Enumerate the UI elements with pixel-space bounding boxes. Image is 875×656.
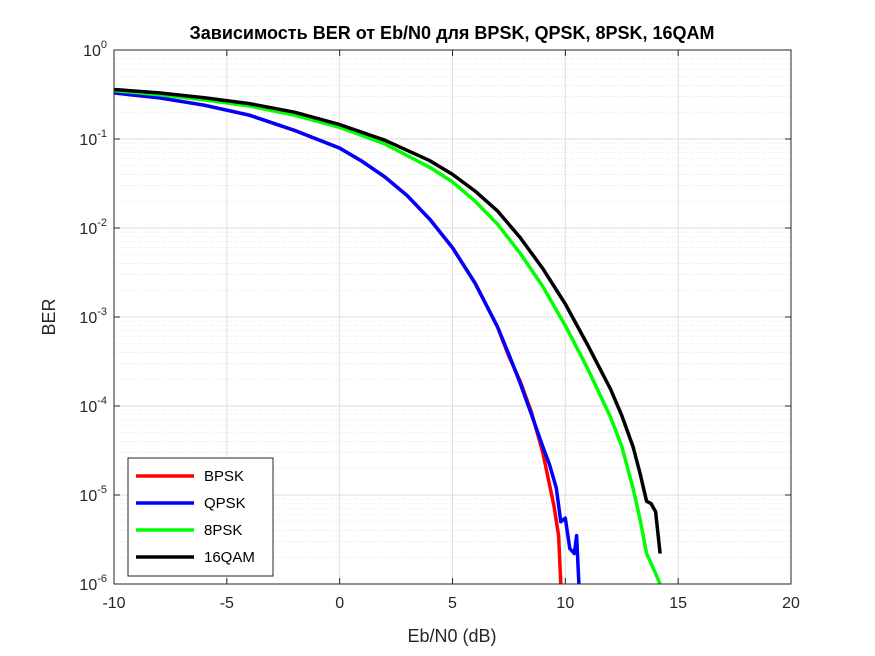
y-tick-label: 10-4 xyxy=(79,395,107,416)
y-tick-label: 100 xyxy=(83,39,107,60)
y-axis-label: BER xyxy=(39,298,59,335)
y-tick-exponent: -5 xyxy=(97,484,107,496)
x-tick-label: 20 xyxy=(782,595,800,612)
y-tick-base: 10 xyxy=(79,310,97,327)
legend-label: QPSK xyxy=(204,495,246,512)
y-tick-base: 10 xyxy=(79,488,97,505)
y-tick-base: 10 xyxy=(83,43,101,60)
y-tick-label: 10-2 xyxy=(79,217,107,238)
y-tick-label: 10-6 xyxy=(79,573,107,594)
x-tick-label: 15 xyxy=(669,595,687,612)
x-tick-label: 10 xyxy=(556,595,574,612)
chart-title: Зависимость BER от Eb/N0 для BPSK, QPSK,… xyxy=(189,23,714,43)
series-line-qpsk xyxy=(113,91,581,585)
y-tick-exponent: -3 xyxy=(97,306,107,318)
series-line-16qam xyxy=(113,87,662,554)
series-line-8psk xyxy=(113,88,662,585)
legend: BPSK QPSK 8PSK 16QAM xyxy=(127,457,274,577)
legend-label: 16QAM xyxy=(204,549,255,566)
y-tick-label: 10-5 xyxy=(79,484,107,505)
y-tick-exponent: -4 xyxy=(97,395,107,407)
y-tick-base: 10 xyxy=(79,132,97,149)
legend-label: 8PSK xyxy=(204,522,242,539)
x-tick-label: -5 xyxy=(220,595,234,612)
y-tick-label: 10-3 xyxy=(79,306,107,327)
legend-label: BPSK xyxy=(204,468,244,485)
x-axis-label: Eb/N0 (dB) xyxy=(407,626,496,646)
x-tick-label: -10 xyxy=(102,595,125,612)
y-tick-label: 10-1 xyxy=(79,128,107,149)
series-layer xyxy=(113,87,662,585)
y-tick-exponent: -1 xyxy=(97,128,107,140)
y-tick-exponent: 0 xyxy=(101,39,107,51)
y-tick-base: 10 xyxy=(79,221,97,238)
y-tick-base: 10 xyxy=(79,577,97,594)
y-tick-exponent: -2 xyxy=(97,217,107,229)
y-tick-base: 10 xyxy=(79,399,97,416)
y-tick-exponent: -6 xyxy=(97,573,107,585)
x-tick-label: 5 xyxy=(448,595,457,612)
x-tick-label: 0 xyxy=(335,595,344,612)
